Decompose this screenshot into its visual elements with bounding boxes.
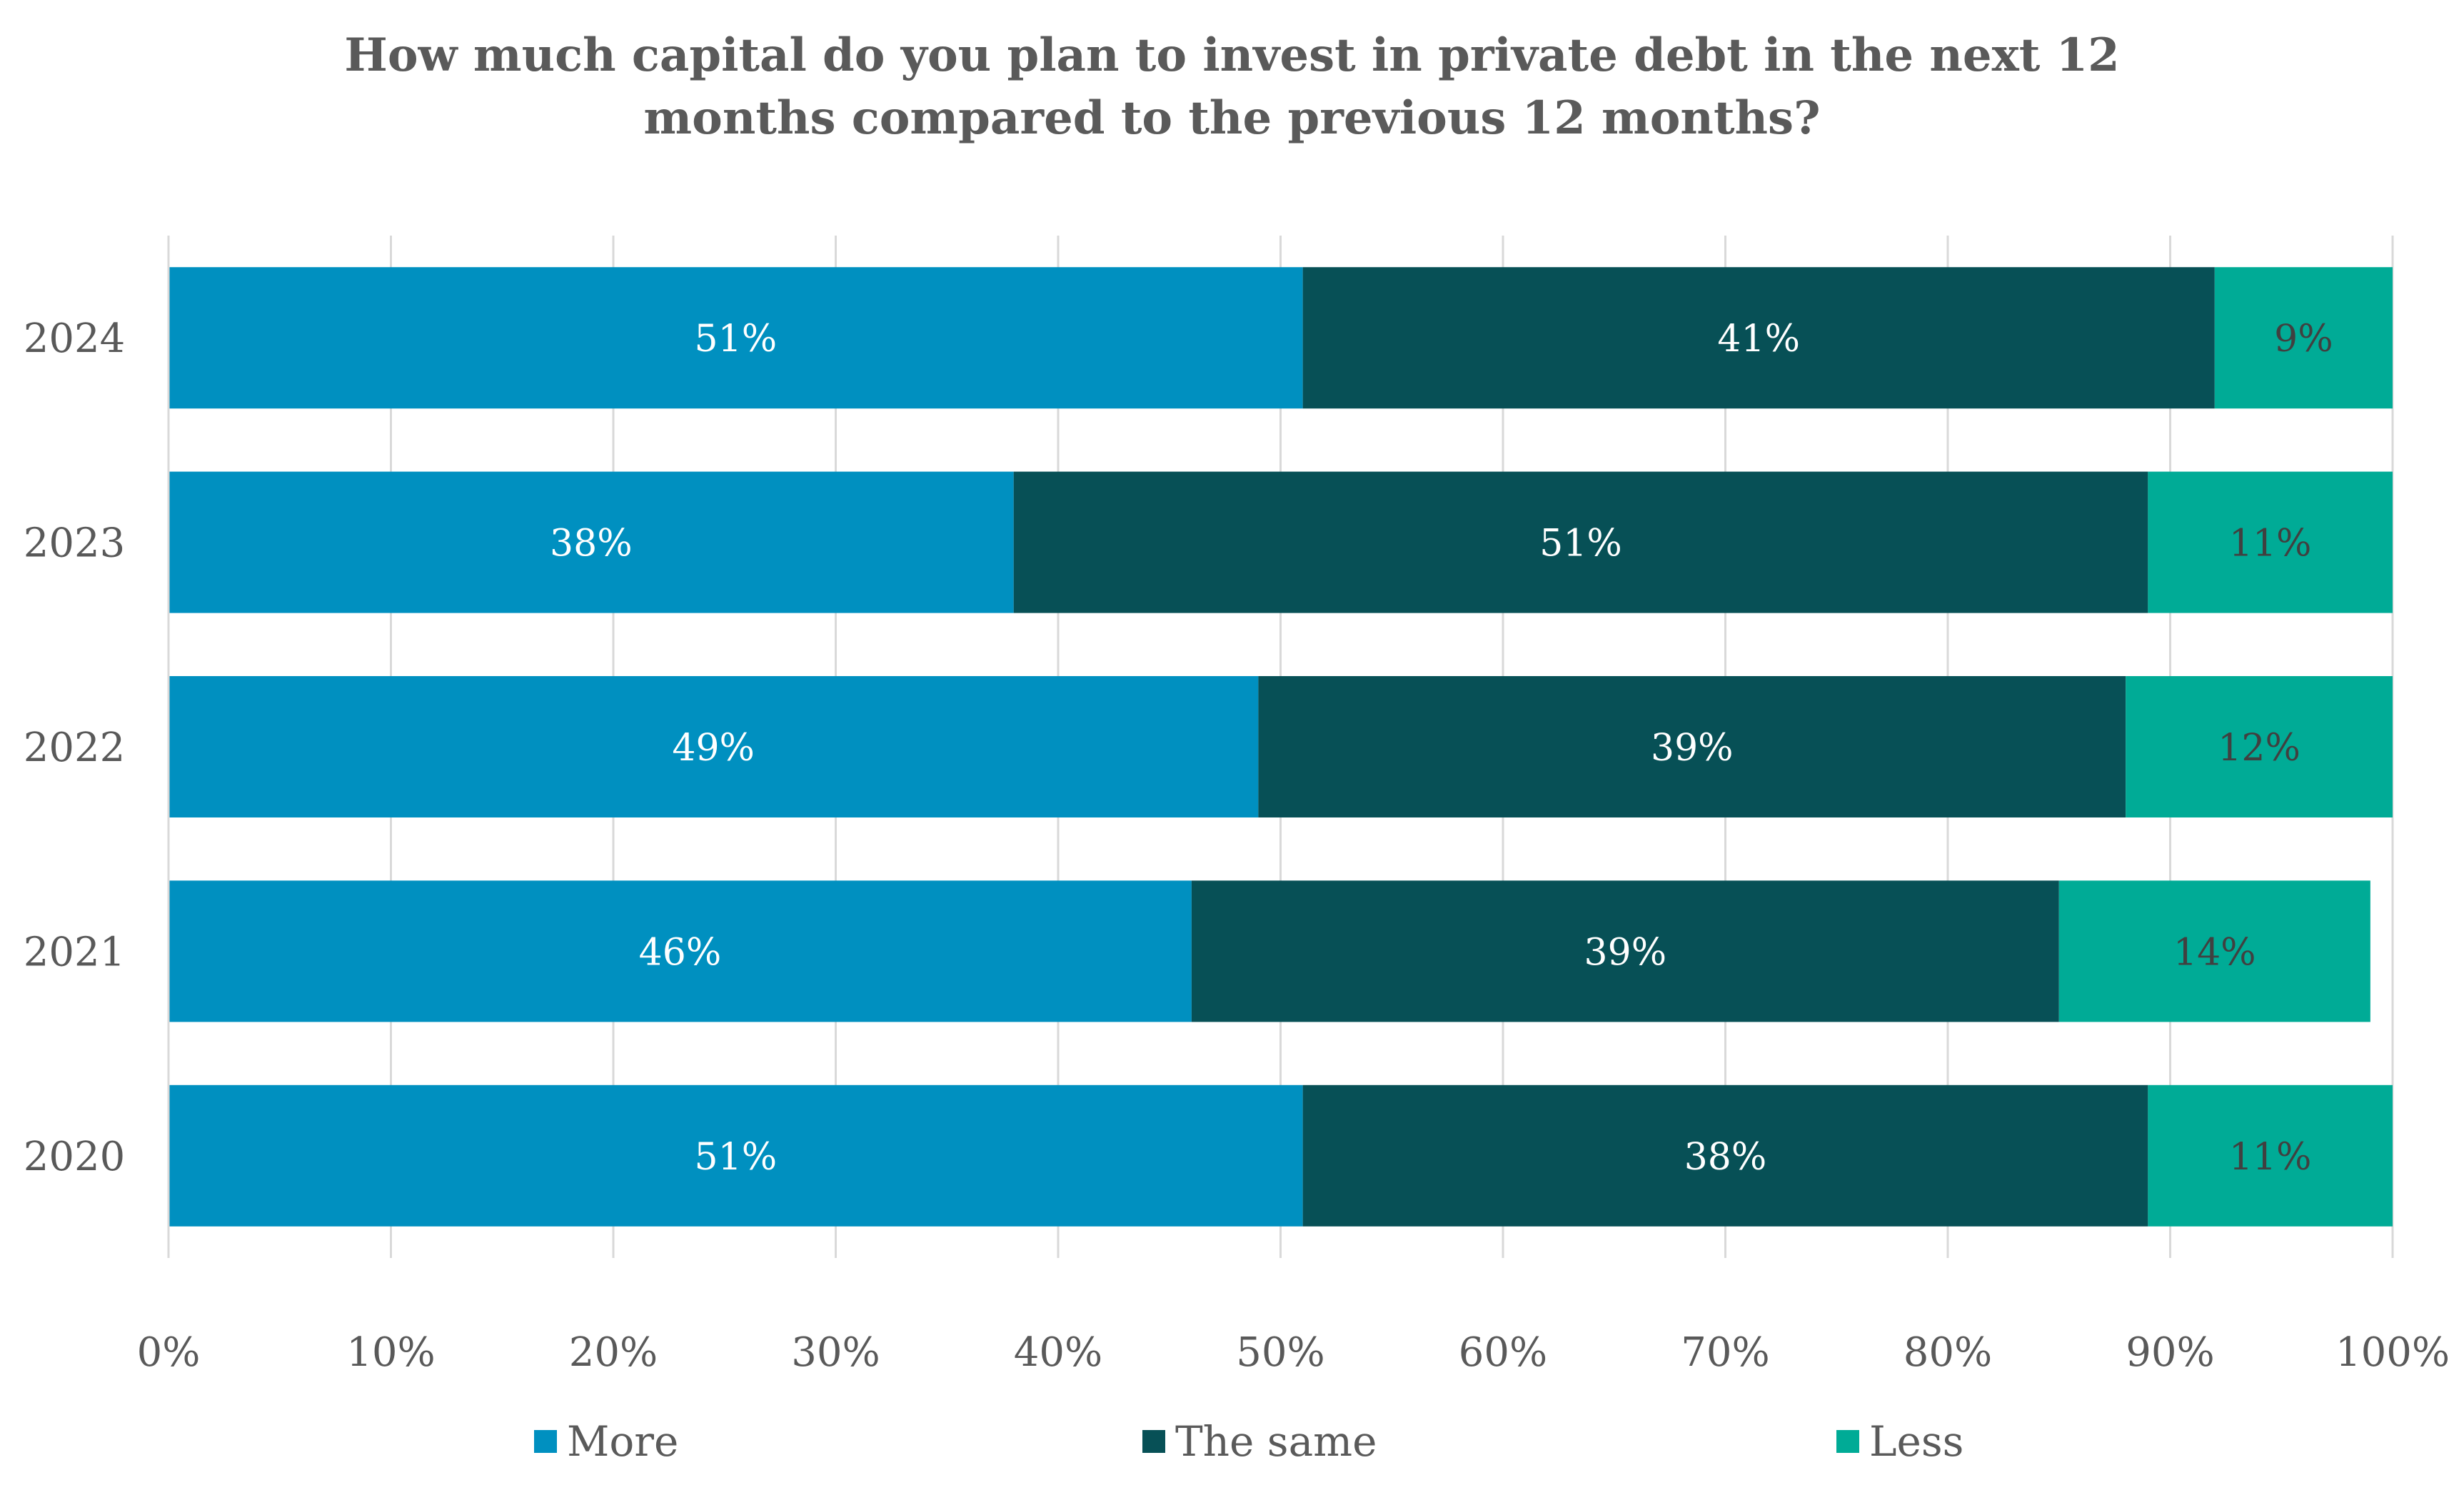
x-tick-label-1: 10% <box>346 1329 435 1376</box>
data-label-less-2024: 9% <box>2274 318 2333 361</box>
y-tick-label-2020: 2020 <box>24 1134 126 1180</box>
x-tick-label-4: 40% <box>1014 1329 1102 1376</box>
bar-the-same-2021 <box>1191 880 2059 1022</box>
x-tick-label-0: 0% <box>137 1329 201 1376</box>
y-tick-label-2023: 2023 <box>24 520 126 567</box>
legend-swatch-more <box>534 1430 557 1453</box>
x-tick-label-9: 90% <box>2126 1329 2214 1376</box>
x-tick-label-5: 50% <box>1236 1329 1324 1376</box>
data-label-less-2020: 11% <box>2229 1136 2312 1179</box>
chart-title: How much capital do you plan to invest i… <box>0 24 2464 150</box>
data-label-less-2023: 11% <box>2229 523 2312 565</box>
bar-more-2020 <box>169 1084 1303 1227</box>
bar-less-2024 <box>2214 267 2393 409</box>
x-tick-label-3: 30% <box>791 1329 880 1376</box>
data-label-more-2021: 46% <box>639 931 722 974</box>
bar-less-2020 <box>2148 1084 2393 1227</box>
bar-the-same-2022 <box>1258 676 2126 817</box>
bar-more-2021 <box>169 880 1192 1022</box>
bar-more-2024 <box>169 267 1303 409</box>
x-tick-label-10: 100% <box>2335 1329 2450 1376</box>
legend-swatch-the-same <box>1142 1430 1165 1453</box>
bar-the-same-2023 <box>1013 471 2148 613</box>
data-label-more-2022: 49% <box>672 727 755 770</box>
bar-less-2021 <box>2058 880 2370 1022</box>
legend-item-more: More <box>534 1417 678 1466</box>
y-tick-label-2021: 2021 <box>24 929 126 975</box>
data-label-the-same-2020: 38% <box>1684 1136 1767 1179</box>
chart-title-line-2: months compared to the previous 12 month… <box>643 91 1821 145</box>
data-label-the-same-2024: 41% <box>1717 318 1800 361</box>
bar-less-2022 <box>2126 676 2393 817</box>
x-tick-label-7: 70% <box>1681 1329 1769 1376</box>
data-label-more-2020: 51% <box>695 1136 778 1179</box>
data-label-the-same-2023: 51% <box>1539 523 1622 565</box>
bar-more-2023 <box>169 471 1014 613</box>
x-tick-label-2: 20% <box>569 1329 658 1376</box>
legend-item-the-same: The same <box>1142 1417 1377 1466</box>
data-label-the-same-2021: 39% <box>1584 931 1667 974</box>
legend-label-more: More <box>567 1417 679 1466</box>
x-tick-label-6: 60% <box>1459 1329 1547 1376</box>
data-label-more-2023: 38% <box>550 523 633 565</box>
x-tick-label-8: 80% <box>1904 1329 1992 1376</box>
bar-more-2022 <box>169 676 1259 817</box>
data-label-less-2021: 14% <box>2173 931 2256 974</box>
data-label-more-2024: 51% <box>695 318 778 361</box>
chart-title-line-1: How much capital do you plan to invest i… <box>344 29 2120 82</box>
y-tick-label-2022: 2022 <box>24 725 126 771</box>
data-label-the-same-2022: 39% <box>1651 727 1734 770</box>
legend-item-less: Less <box>1836 1417 1963 1466</box>
legend-label-the-same: The same <box>1175 1417 1377 1466</box>
bar-less-2023 <box>2148 471 2393 613</box>
data-label-less-2022: 12% <box>2218 727 2300 770</box>
legend-swatch-less <box>1836 1430 1859 1453</box>
y-tick-label-2024: 2024 <box>24 316 126 362</box>
bar-the-same-2024 <box>1302 267 2215 409</box>
bar-the-same-2020 <box>1302 1084 2148 1227</box>
legend-label-less: Less <box>1869 1417 1964 1466</box>
